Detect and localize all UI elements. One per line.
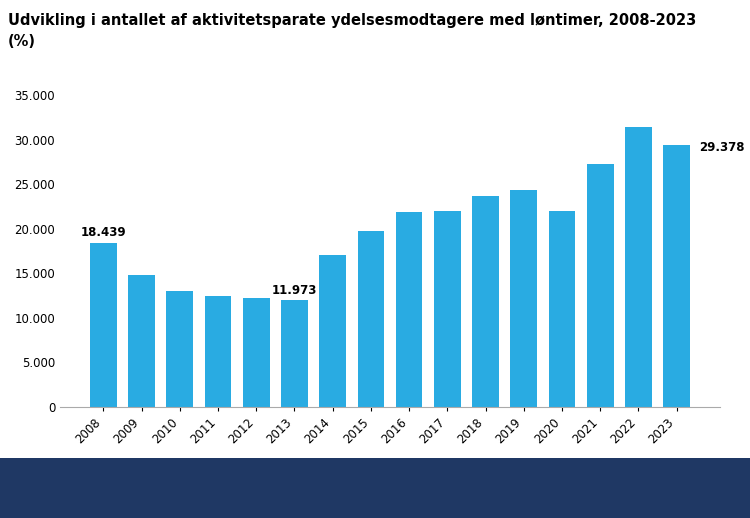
Bar: [434, 211, 460, 407]
Bar: [396, 212, 422, 407]
Bar: [358, 231, 384, 407]
Text: 11.973: 11.973: [272, 284, 317, 297]
Text: Udvikling i antallet af aktivitetsparate ydelsesmodtagere med løntimer, 2008-202: Udvikling i antallet af aktivitetsparate…: [8, 13, 696, 28]
Bar: [472, 196, 499, 407]
Bar: [205, 296, 232, 407]
Bar: [663, 146, 690, 407]
Bar: [586, 164, 613, 407]
Bar: [281, 300, 308, 407]
Text: 29.378: 29.378: [700, 141, 745, 154]
Bar: [511, 190, 537, 407]
Bar: [548, 211, 575, 407]
Text: 18.439: 18.439: [80, 226, 126, 239]
Text: (%): (%): [8, 34, 35, 49]
Bar: [166, 291, 194, 407]
Bar: [243, 298, 269, 407]
Bar: [320, 255, 346, 407]
Bar: [625, 126, 652, 407]
Bar: [90, 243, 117, 407]
Bar: [128, 275, 155, 407]
